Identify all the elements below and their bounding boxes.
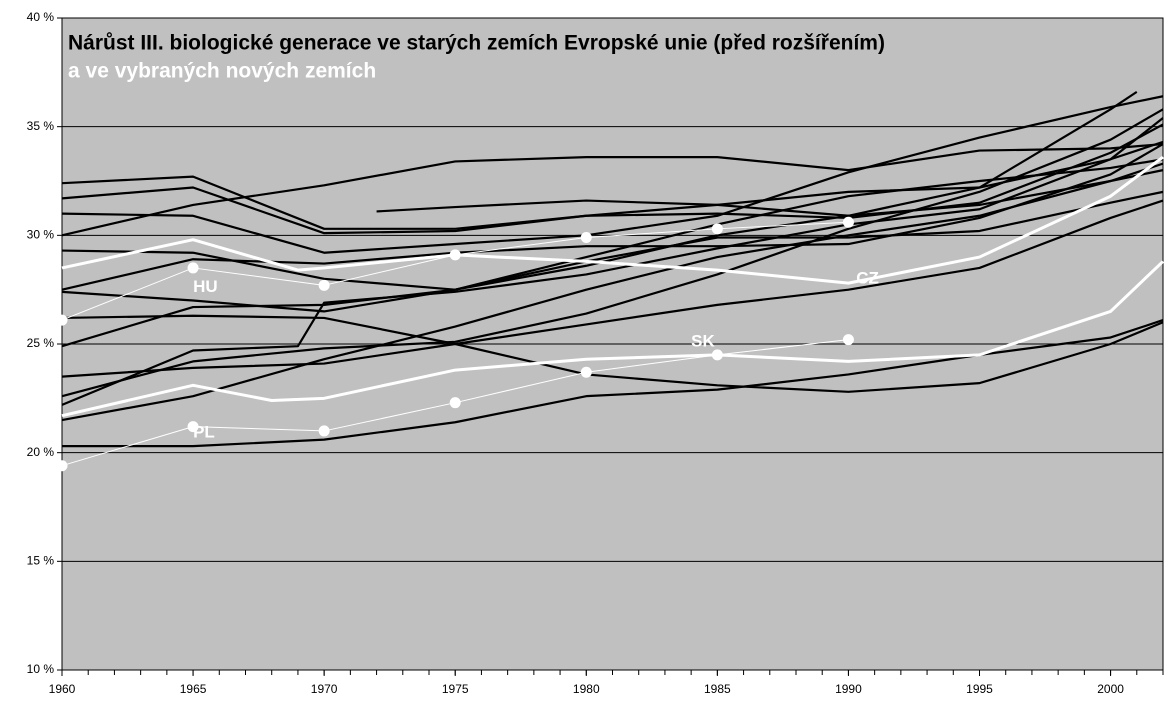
x-tick-label: 1975 bbox=[442, 682, 469, 696]
marker bbox=[711, 349, 723, 361]
series-line bbox=[61, 190, 1164, 348]
series-label: SK bbox=[691, 331, 715, 350]
marker bbox=[318, 279, 330, 291]
marker bbox=[56, 314, 68, 326]
marker bbox=[711, 223, 723, 235]
series-label: PL bbox=[193, 423, 215, 442]
y-tick-label: 15 % bbox=[27, 554, 55, 568]
series-line bbox=[61, 199, 1164, 378]
series-line bbox=[61, 155, 1164, 285]
y-tick-label: 10 % bbox=[27, 662, 55, 676]
x-tick-label: 1980 bbox=[573, 682, 600, 696]
x-tick-label: 1965 bbox=[180, 682, 207, 696]
marker bbox=[318, 425, 330, 437]
series-line bbox=[61, 108, 1164, 398]
chart-subtitle: a ve vybraných nových zemích bbox=[68, 60, 376, 83]
marker bbox=[56, 460, 68, 472]
series-line bbox=[61, 123, 1164, 230]
series-label: HU bbox=[193, 277, 218, 296]
series-line bbox=[61, 314, 1164, 393]
x-tick-label: 1960 bbox=[49, 682, 76, 696]
marker bbox=[187, 262, 199, 274]
y-tick-label: 40 % bbox=[27, 10, 55, 24]
x-tick-label: 2000 bbox=[1097, 682, 1124, 696]
x-tick-label: 1985 bbox=[704, 682, 731, 696]
marker bbox=[449, 397, 461, 409]
series-line bbox=[61, 117, 1164, 406]
chart-title: Nárůst III. biologické generace ve starý… bbox=[68, 32, 885, 55]
marker bbox=[580, 366, 592, 378]
marker bbox=[187, 421, 199, 433]
series-line bbox=[61, 143, 1164, 291]
series-line bbox=[61, 95, 1164, 254]
series-line bbox=[61, 162, 1164, 422]
series-line bbox=[61, 260, 1165, 418]
marker bbox=[449, 249, 461, 261]
series-line bbox=[61, 142, 1164, 237]
series-label: CZ bbox=[856, 268, 879, 287]
y-tick-label: 20 % bbox=[27, 445, 55, 459]
x-tick-label: 1995 bbox=[966, 682, 993, 696]
marker bbox=[580, 232, 592, 244]
y-tick-label: 35 % bbox=[27, 119, 55, 133]
y-tick-label: 25 % bbox=[27, 336, 55, 350]
marker bbox=[842, 334, 854, 346]
series-line bbox=[62, 319, 1164, 448]
y-tick-label: 30 % bbox=[27, 228, 55, 242]
marker bbox=[842, 216, 854, 228]
x-tick-label: 1970 bbox=[311, 682, 338, 696]
x-tick-label: 1990 bbox=[835, 682, 862, 696]
